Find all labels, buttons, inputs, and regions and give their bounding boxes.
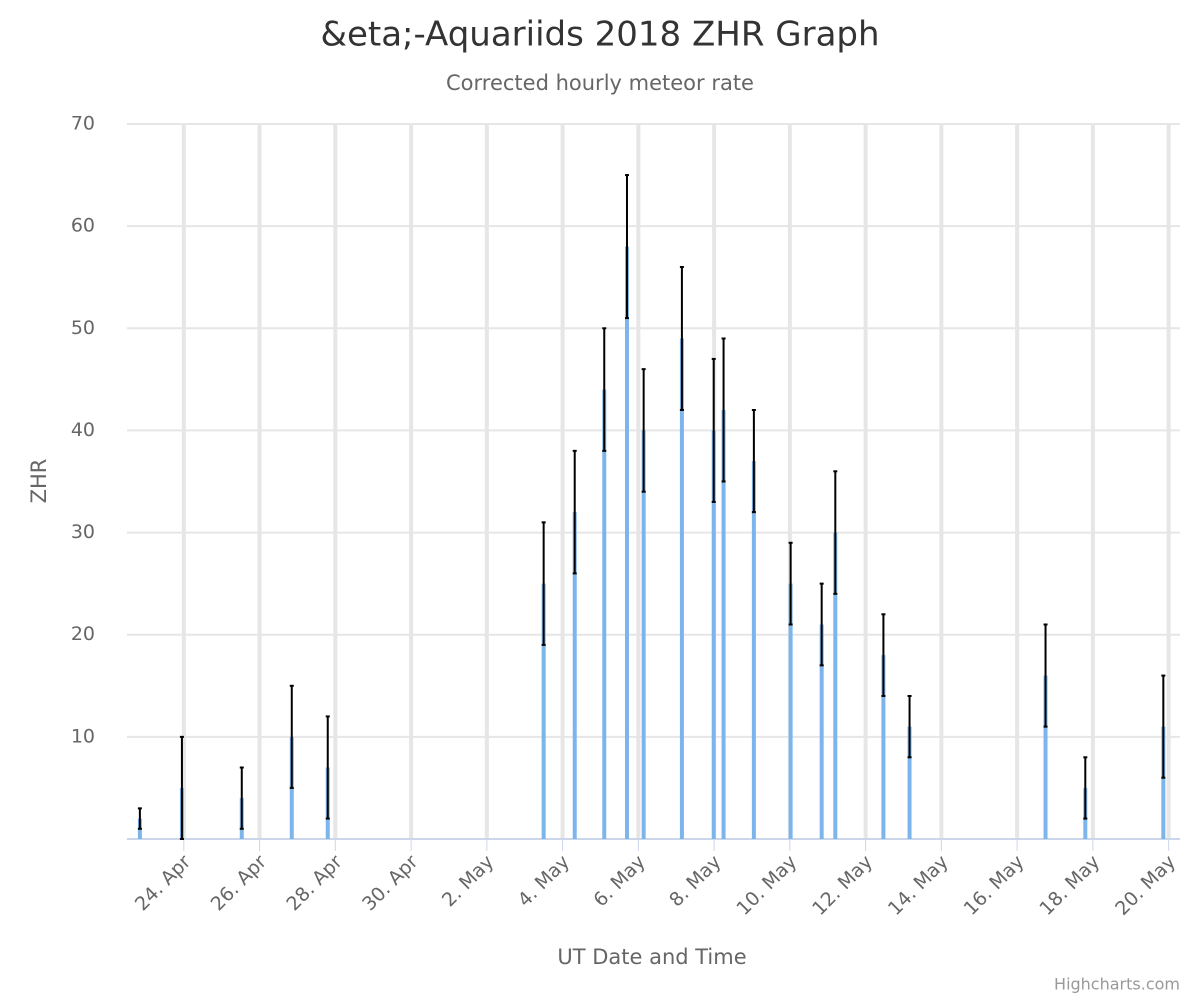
x-tick-label: 14. May bbox=[884, 851, 953, 920]
error-bar bbox=[602, 327, 607, 452]
y-tick-label: 30 bbox=[71, 521, 95, 543]
error-bar bbox=[833, 470, 838, 595]
bar bbox=[541, 583, 546, 839]
x-tick-label: 18. May bbox=[1035, 851, 1104, 920]
error-bar bbox=[788, 541, 793, 626]
x-tick-label: 12. May bbox=[808, 851, 877, 920]
error-bar bbox=[751, 409, 756, 514]
x-tick-label: 8. May bbox=[665, 851, 725, 911]
error-bar bbox=[179, 735, 184, 840]
bar bbox=[711, 430, 716, 839]
x-tick-label: 20. May bbox=[1111, 851, 1180, 920]
bar bbox=[624, 246, 629, 840]
error-bar bbox=[819, 582, 824, 667]
bar bbox=[788, 583, 793, 839]
error-bar bbox=[907, 695, 912, 759]
x-tick-label: 16. May bbox=[960, 851, 1029, 920]
bar bbox=[721, 410, 726, 839]
y-axis-title: ZHR bbox=[27, 459, 51, 504]
error-bar bbox=[679, 266, 684, 411]
bar bbox=[572, 512, 577, 839]
error-bar bbox=[1043, 623, 1048, 728]
bar bbox=[833, 532, 838, 839]
x-tick-label: 24. Apr bbox=[131, 851, 196, 916]
bar bbox=[819, 624, 824, 839]
error-bar bbox=[541, 521, 546, 646]
y-tick-label: 20 bbox=[71, 623, 95, 645]
bar bbox=[907, 726, 912, 839]
x-tick-label: 10. May bbox=[732, 851, 801, 920]
error-bar bbox=[239, 766, 244, 830]
bar bbox=[641, 430, 646, 839]
chart-title: &eta;-Aquariids 2018 ZHR Graph bbox=[320, 15, 879, 55]
error-bar bbox=[641, 368, 646, 493]
error-bar bbox=[1083, 756, 1088, 820]
y-tick-label: 40 bbox=[71, 419, 95, 441]
error-bar bbox=[624, 174, 629, 320]
bar bbox=[1043, 675, 1048, 839]
x-axis-title: UT Date and Time bbox=[557, 945, 746, 969]
error-bar bbox=[289, 684, 294, 789]
error-bar bbox=[711, 357, 716, 503]
bar bbox=[602, 389, 607, 839]
y-tick-label: 60 bbox=[71, 215, 95, 237]
error-bar bbox=[721, 337, 726, 483]
x-tick-label: 26. Apr bbox=[207, 851, 272, 916]
chart-subtitle: Corrected hourly meteor rate bbox=[446, 71, 754, 95]
error-bar bbox=[325, 715, 330, 820]
bar bbox=[751, 461, 756, 839]
x-tick-label: 2. May bbox=[438, 851, 498, 911]
x-tick-label: 30. Apr bbox=[358, 851, 423, 916]
x-tick-label: 6. May bbox=[589, 851, 649, 911]
bar bbox=[881, 655, 886, 839]
bar bbox=[679, 338, 684, 839]
y-tick-label: 50 bbox=[71, 317, 95, 339]
error-bar bbox=[1161, 674, 1166, 779]
error-bar bbox=[881, 613, 886, 697]
y-tick-label: 10 bbox=[71, 725, 95, 747]
x-tick-label: 28. Apr bbox=[282, 851, 347, 916]
y-tick-label: 70 bbox=[71, 113, 95, 135]
error-bar bbox=[572, 449, 577, 575]
x-tick-label: 4. May bbox=[514, 851, 574, 911]
bar bbox=[1161, 726, 1166, 839]
credits: Highcharts.com bbox=[1054, 975, 1180, 994]
error-bar bbox=[137, 807, 142, 830]
